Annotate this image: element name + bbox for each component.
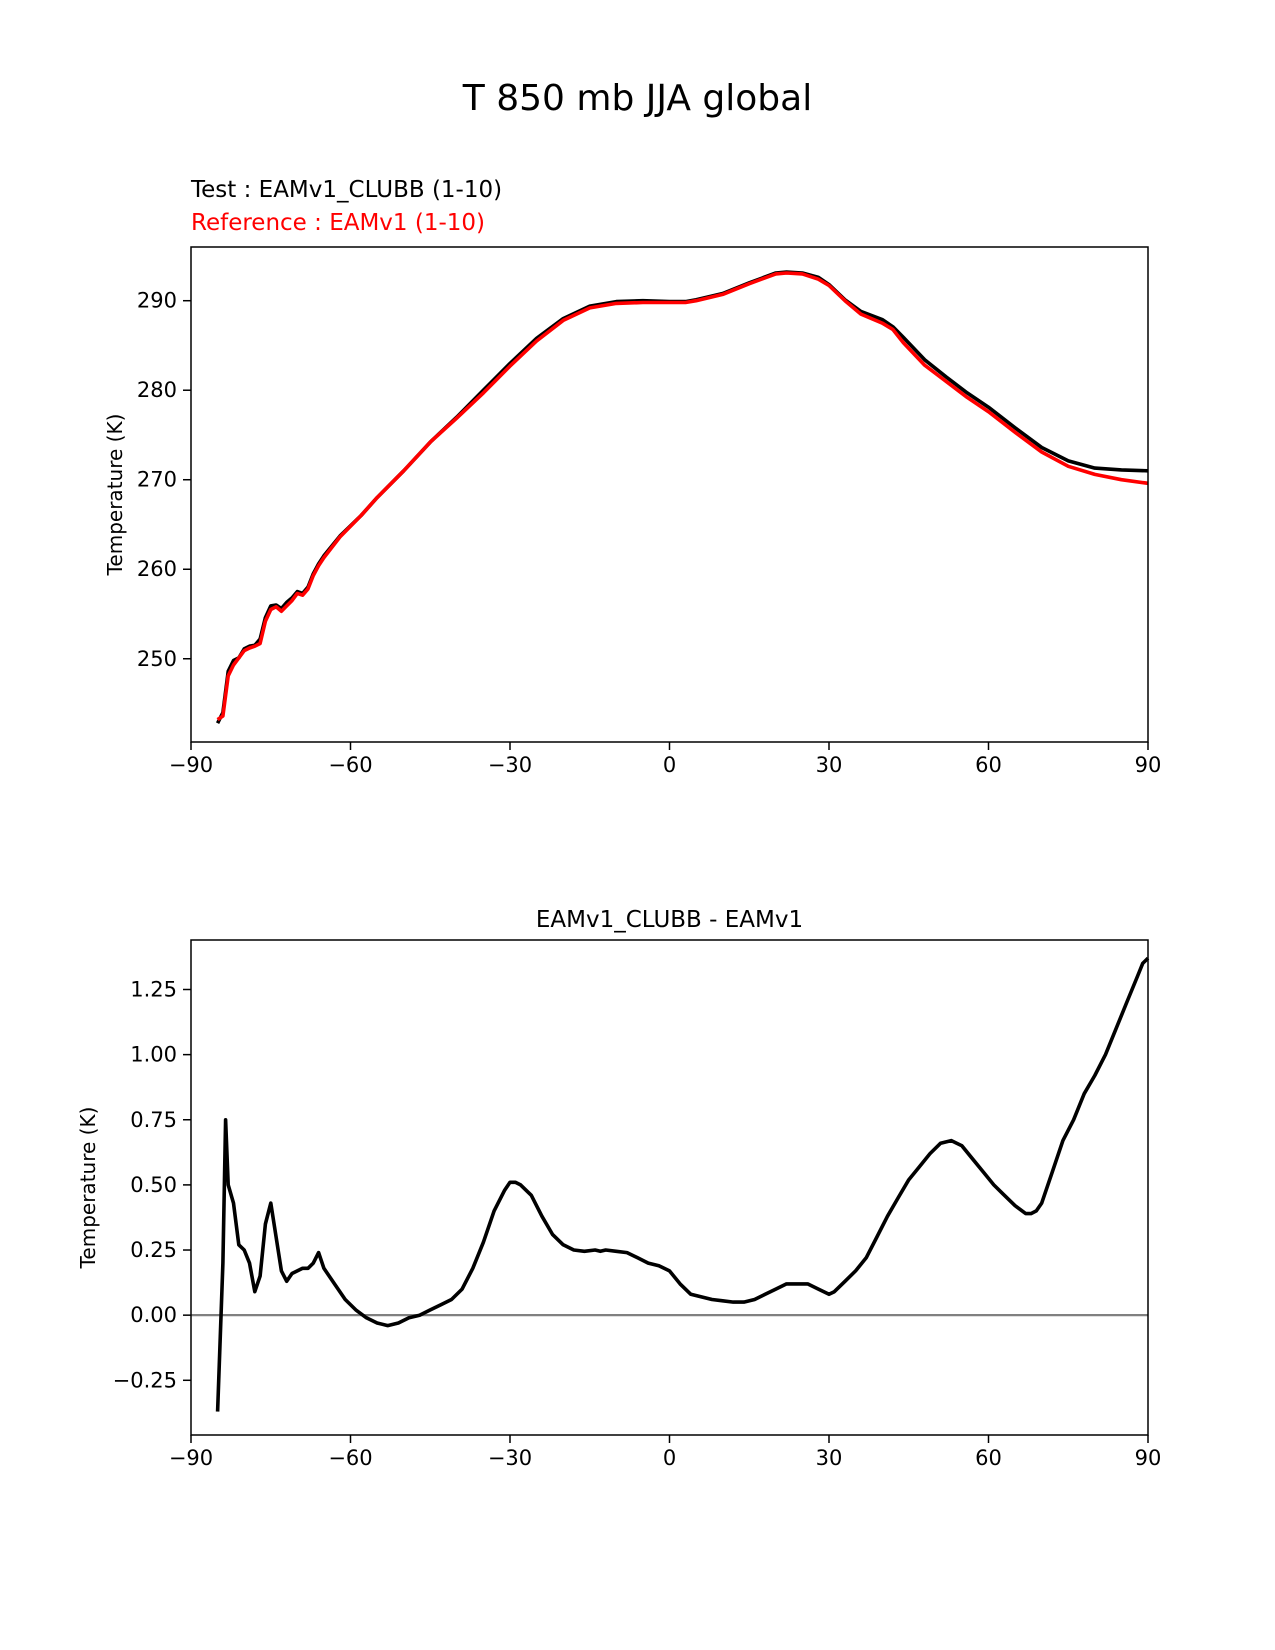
y-tick-label: 0.50 <box>130 1173 177 1197</box>
y-tick-label: 0.00 <box>130 1303 177 1327</box>
plot-top: Test : EAMv1_CLUBB (1-10) Reference : EA… <box>103 177 1161 777</box>
x-tick-label: 30 <box>816 753 843 777</box>
x-tick-label: −30 <box>488 753 532 777</box>
top-y-axis-label: Temperature (K) <box>103 414 127 577</box>
top-x-ticks: −90 −60 −30 0 30 60 90 <box>169 742 1162 777</box>
bottom-y-ticks: −0.25 0.00 0.25 0.50 0.75 1.00 1.25 <box>113 978 191 1392</box>
x-tick-label: 60 <box>975 1446 1002 1470</box>
x-tick-label: 90 <box>1135 1446 1162 1470</box>
bottom-series-group <box>215 956 1150 1412</box>
x-tick-label: −90 <box>169 753 213 777</box>
y-tick-label: 280 <box>137 378 177 402</box>
legend-test-label: Test : EAMv1_CLUBB (1-10) <box>190 177 502 203</box>
x-tick-label: 0 <box>663 1446 676 1470</box>
x-tick-label: 90 <box>1135 753 1162 777</box>
y-tick-label: 1.25 <box>130 978 177 1002</box>
y-tick-label: 260 <box>137 557 177 581</box>
plot-bottom: EAMv1_CLUBB - EAMv1 −90 −60 −30 0 30 60 90 −0.… <box>76 907 1161 1470</box>
test-series-line <box>215 270 1149 724</box>
x-tick-label: −30 <box>488 1446 532 1470</box>
figure-title: T 850 mb JJA global <box>462 78 812 119</box>
bottom-plot-title: EAMv1_CLUBB - EAMv1 <box>536 907 803 933</box>
x-tick-label: −90 <box>169 1446 213 1470</box>
x-tick-label: −60 <box>328 753 372 777</box>
y-tick-label: 0.25 <box>130 1238 177 1262</box>
bottom-y-axis-label: Temperature (K) <box>76 1107 100 1270</box>
x-tick-label: 0 <box>663 753 676 777</box>
x-tick-label: 30 <box>816 1446 843 1470</box>
y-tick-label: 290 <box>137 289 177 313</box>
bottom-x-ticks: −90 −60 −30 0 30 60 90 <box>169 1435 1162 1470</box>
y-tick-label: 250 <box>137 647 177 671</box>
legend-reference-label: Reference : EAMv1 (1-10) <box>191 210 485 236</box>
bottom-axes-frame <box>190 939 1149 1436</box>
y-tick-label: 1.00 <box>130 1043 177 1067</box>
top-y-ticks: 250 260 270 280 290 <box>137 289 191 671</box>
y-tick-label: −0.25 <box>113 1368 177 1392</box>
difference-series-line <box>215 956 1150 1412</box>
x-tick-label: 60 <box>975 753 1002 777</box>
y-tick-label: 270 <box>137 468 177 492</box>
top-axes-frame <box>190 246 1149 743</box>
top-series-group <box>215 270 1149 724</box>
y-tick-label: 0.75 <box>130 1108 177 1132</box>
x-tick-label: −60 <box>328 1446 372 1470</box>
reference-series-line <box>216 271 1149 722</box>
